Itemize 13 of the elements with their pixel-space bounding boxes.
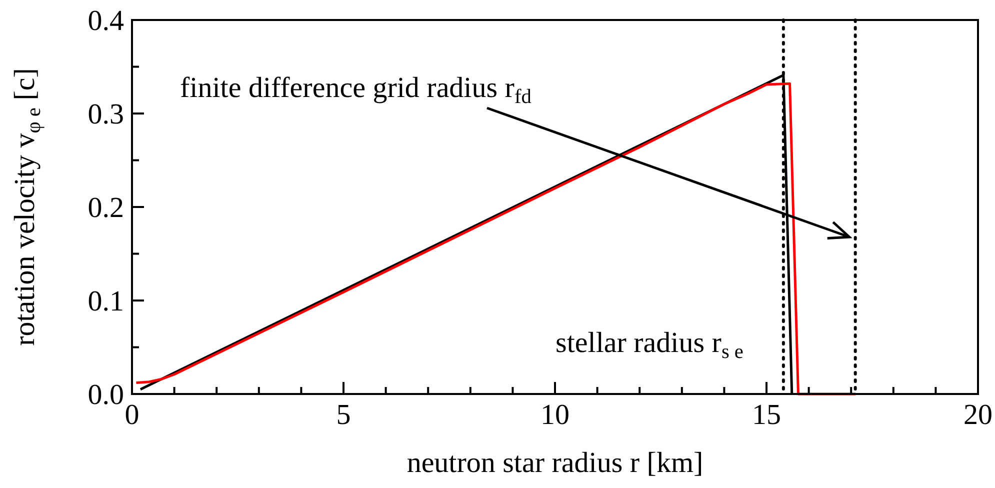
y-tick-label: 0.0 — [88, 379, 124, 411]
x-tick-label: 15 — [752, 399, 781, 431]
x-tick-label: 20 — [964, 399, 992, 431]
y-tick-label: 0.2 — [88, 192, 124, 224]
ref-line-label: finite difference grid radius r$_{fd}$ — [180, 72, 532, 108]
ref-line-label: stellar radius r$_{s e}$ — [556, 327, 744, 363]
y-tick-label: 0.3 — [88, 98, 124, 130]
x-tick-label: 5 — [336, 399, 351, 431]
x-axis-title: neutron star radius r [km] — [406, 447, 704, 479]
x-tick-label: 0 — [124, 399, 140, 431]
x-tick-label: 10 — [540, 399, 570, 431]
y-tick-label: 0.1 — [88, 286, 124, 318]
y-tick-label: 0.4 — [88, 5, 124, 37]
